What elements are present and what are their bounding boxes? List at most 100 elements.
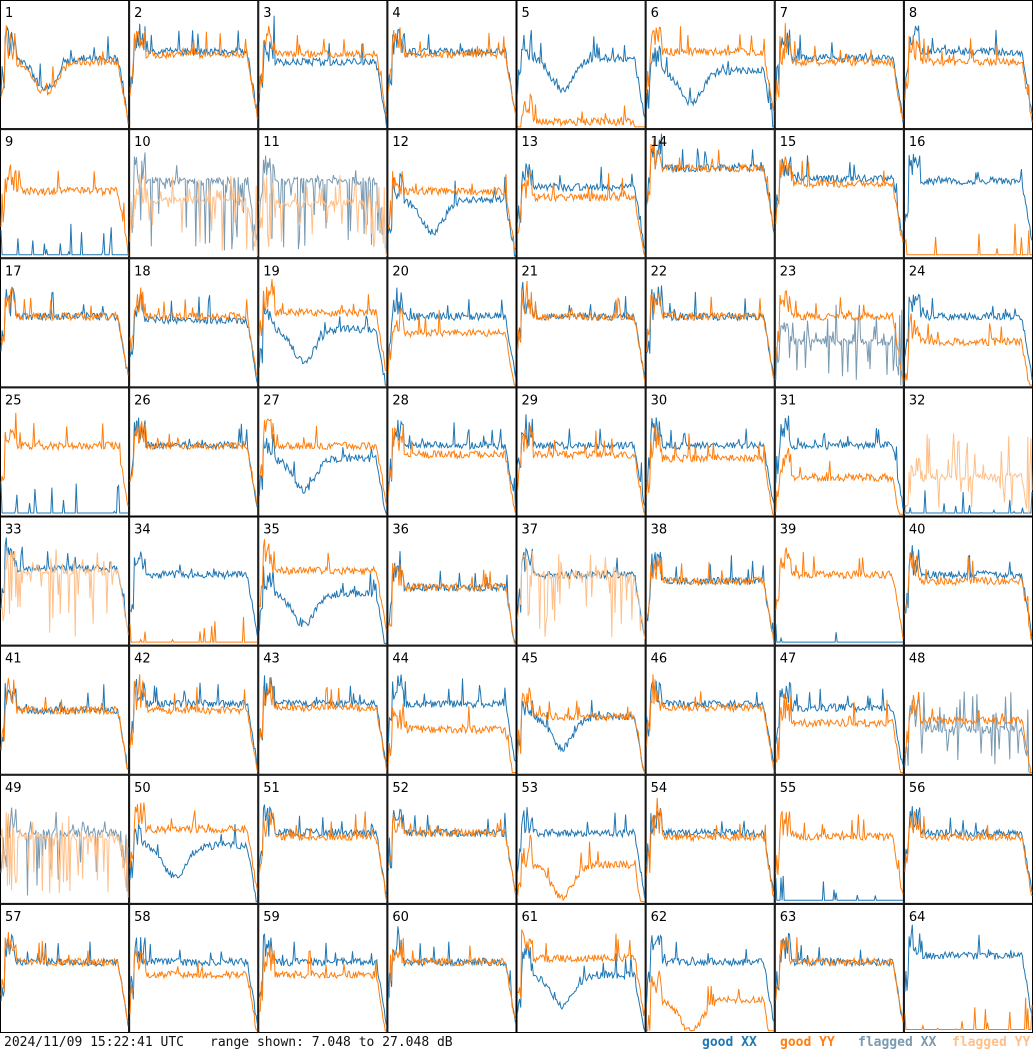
series-yy-line [387, 171, 516, 250]
panel-label: 13 [522, 135, 539, 150]
panel-12: 12 [387, 129, 517, 259]
panel-6: 6 [645, 0, 775, 130]
panel-42: 42 [129, 645, 259, 775]
series-yy-line [0, 932, 129, 1023]
panel-frame [387, 645, 517, 775]
panel-55: 55 [774, 774, 904, 904]
panel-44: 44 [387, 645, 517, 775]
legend-flagged-yy: flagged YY [952, 1035, 1031, 1050]
panel-23: 23 [774, 258, 904, 388]
panel-label: 26 [134, 393, 151, 408]
panel-label: 38 [651, 523, 668, 538]
panel-56: 56 [903, 774, 1033, 904]
panel-label: 36 [392, 523, 409, 538]
panel-3: 3 [258, 0, 388, 130]
series-yy-line [258, 944, 387, 1032]
panel-label: 46 [651, 652, 668, 667]
panel-frame [645, 774, 775, 904]
panel-16: 16 [903, 129, 1033, 259]
panel-label: 57 [5, 910, 22, 925]
panel-25: 25 [0, 387, 130, 517]
panel-frame [774, 129, 904, 259]
panel-label: 47 [780, 652, 797, 667]
panel-label: 31 [780, 393, 797, 408]
panel-label: 28 [392, 393, 409, 408]
series-yy-line [387, 307, 516, 386]
series-xx-line [517, 414, 646, 506]
series-yy-line [0, 164, 129, 256]
panel-label: 51 [263, 781, 280, 796]
panel-label: 40 [909, 523, 926, 538]
panel-57: 57 [0, 903, 130, 1033]
panel-43: 43 [258, 645, 388, 775]
series-yy-line [775, 23, 904, 121]
panel-label: 56 [909, 781, 926, 796]
panel-34: 34 [129, 516, 259, 646]
series-yy-line [646, 556, 775, 644]
panel-label: 41 [5, 652, 22, 667]
panel-label: 25 [5, 393, 22, 408]
panel-label: 60 [392, 910, 409, 925]
panel-label: 27 [263, 393, 280, 408]
panel-53: 53 [516, 774, 646, 904]
panel-label: 19 [263, 264, 280, 279]
series-yy-line [517, 928, 646, 1017]
series-yy-line [0, 286, 129, 376]
panel-60: 60 [387, 903, 517, 1033]
panel-14: 14 [645, 129, 775, 259]
series-yy-line [258, 539, 387, 631]
series-yy-line [775, 693, 903, 773]
panel-24: 24 [903, 258, 1033, 388]
series-xx-line [0, 26, 129, 122]
panel-label: 8 [909, 6, 917, 21]
panel-label: 29 [522, 393, 539, 408]
panel-label: 48 [909, 652, 926, 667]
panel-frame [645, 645, 775, 775]
series-xx-line [775, 624, 903, 643]
series-xx-line [646, 934, 775, 1022]
series-xx-line [904, 806, 1033, 893]
legend-good-xx: good XX [702, 1035, 757, 1050]
panel-11: 11 [258, 129, 388, 259]
series-yy-line [387, 703, 516, 773]
series-xx-line [258, 804, 387, 895]
panel-49: 49 [0, 774, 130, 904]
panel-label: 11 [263, 135, 280, 150]
series-xx-line [387, 808, 516, 895]
panel-label: 16 [909, 135, 926, 150]
series-yy-line [129, 616, 258, 643]
panel-label: 6 [651, 6, 659, 21]
series-xx-line [517, 944, 646, 1031]
series-yy-line [129, 421, 258, 506]
series-yy-line [258, 677, 387, 770]
series-yy-line [646, 138, 775, 229]
panel-63: 63 [774, 903, 904, 1033]
series-xx-line [258, 434, 387, 515]
panel-46: 46 [645, 645, 775, 775]
series-xx-line [904, 490, 1033, 514]
panel-1: 1 [0, 0, 130, 130]
panel-41: 41 [0, 645, 130, 775]
panel-frame [258, 516, 388, 646]
series-yy-line [775, 547, 904, 639]
series-xx-line [258, 291, 387, 386]
range-text: range shown: 7.048 to 27.048 dB [210, 1035, 453, 1050]
panel-label: 37 [522, 523, 539, 538]
series-yy-line [0, 412, 129, 507]
panel-label: 1 [5, 6, 13, 21]
panel-31: 31 [774, 387, 904, 517]
panel-36: 36 [387, 516, 517, 646]
series-yy-line [775, 447, 903, 515]
series-yy-line [0, 812, 129, 898]
panel-frame [0, 903, 130, 1033]
series-yy-line [904, 313, 1032, 386]
panel-label: 39 [780, 523, 797, 538]
panel-2: 2 [129, 0, 259, 130]
series-yy-line [646, 970, 774, 1032]
panel-frame [516, 903, 646, 1033]
series-xx-line [0, 223, 129, 256]
panel-frame [129, 903, 259, 1033]
panel-label: 23 [780, 264, 797, 279]
panel-frame [258, 774, 388, 904]
series-yy-line [0, 549, 129, 637]
